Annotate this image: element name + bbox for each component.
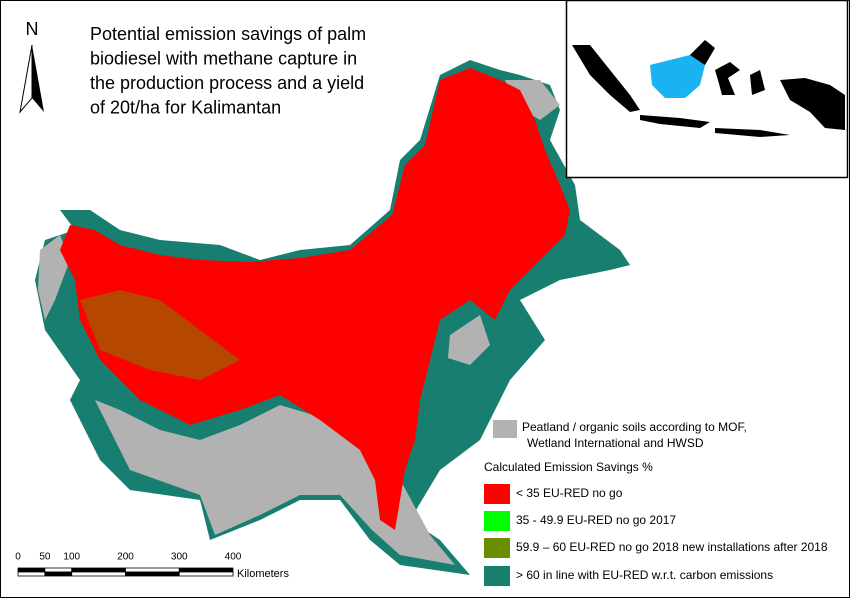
scale-segment	[125, 571, 180, 577]
kalimantan-map	[35, 60, 630, 575]
mixed-edge	[80, 290, 240, 380]
kalimantan-inset	[650, 50, 705, 98]
scale-label: 200	[117, 552, 134, 563]
legend-swatch	[484, 566, 510, 586]
papua	[780, 78, 845, 130]
scale-segment	[178, 567, 234, 573]
scale-label: 100	[63, 552, 80, 563]
sulawesi	[715, 62, 740, 95]
legend-label: < 35 EU-RED no go	[516, 486, 623, 500]
peatland-label: Wetland International and HWSD	[527, 436, 704, 450]
title-line: Potential emission savings of palm	[90, 24, 366, 44]
scale-label: 300	[171, 552, 188, 563]
peatland-mid	[448, 315, 490, 365]
title-line: biodiesel with methane capture in	[90, 48, 357, 68]
scale-bar: 0 50 100 200 300 400 Kilometers	[15, 552, 289, 580]
scale-unit: Kilometers	[237, 568, 289, 580]
legend-swatch	[484, 484, 510, 504]
north-arrow-right	[32, 45, 44, 112]
legend-label: > 60 in line with EU-RED w.r.t. carbon e…	[516, 568, 773, 582]
legend-swatch	[484, 511, 510, 531]
scale-label: 0	[15, 552, 21, 563]
title-line: the production process and a yield	[90, 73, 364, 93]
scale-segment	[178, 571, 234, 577]
maluku	[750, 70, 765, 95]
title-line: of 20t/ha for Kalimantan	[90, 97, 281, 117]
scale-segment	[125, 567, 180, 573]
nusa-tenggara	[715, 128, 790, 137]
scale-segment	[44, 571, 73, 577]
inset-map	[572, 40, 845, 137]
scale-label: 400	[225, 552, 242, 563]
legend-label: 35 - 49.9 EU-RED no go 2017	[516, 513, 676, 527]
sumatra	[572, 45, 640, 112]
legend-swatch	[484, 538, 510, 558]
legend-label: 59.9 – 60 EU-RED no go 2018 new installa…	[516, 540, 828, 554]
scale-segment	[71, 567, 126, 573]
legend-title: Calculated Emission Savings %	[484, 460, 653, 474]
legend: Calculated Emission Savings % Peatland /…	[484, 420, 828, 586]
north-label: N	[26, 19, 39, 39]
scale-segment	[17, 571, 46, 577]
java	[640, 115, 710, 128]
peatland-west	[38, 235, 70, 320]
borneo-north	[690, 40, 715, 65]
scale-segment	[71, 571, 126, 577]
peatland-label: Peatland / organic soils according to MO…	[522, 420, 747, 434]
peatland-swatch	[493, 420, 517, 438]
scale-segment	[44, 567, 73, 573]
scale-label: 50	[39, 552, 51, 563]
red-core	[60, 68, 570, 530]
scale-segment	[17, 567, 46, 573]
title: Potential emission savings of palm biodie…	[90, 24, 366, 118]
